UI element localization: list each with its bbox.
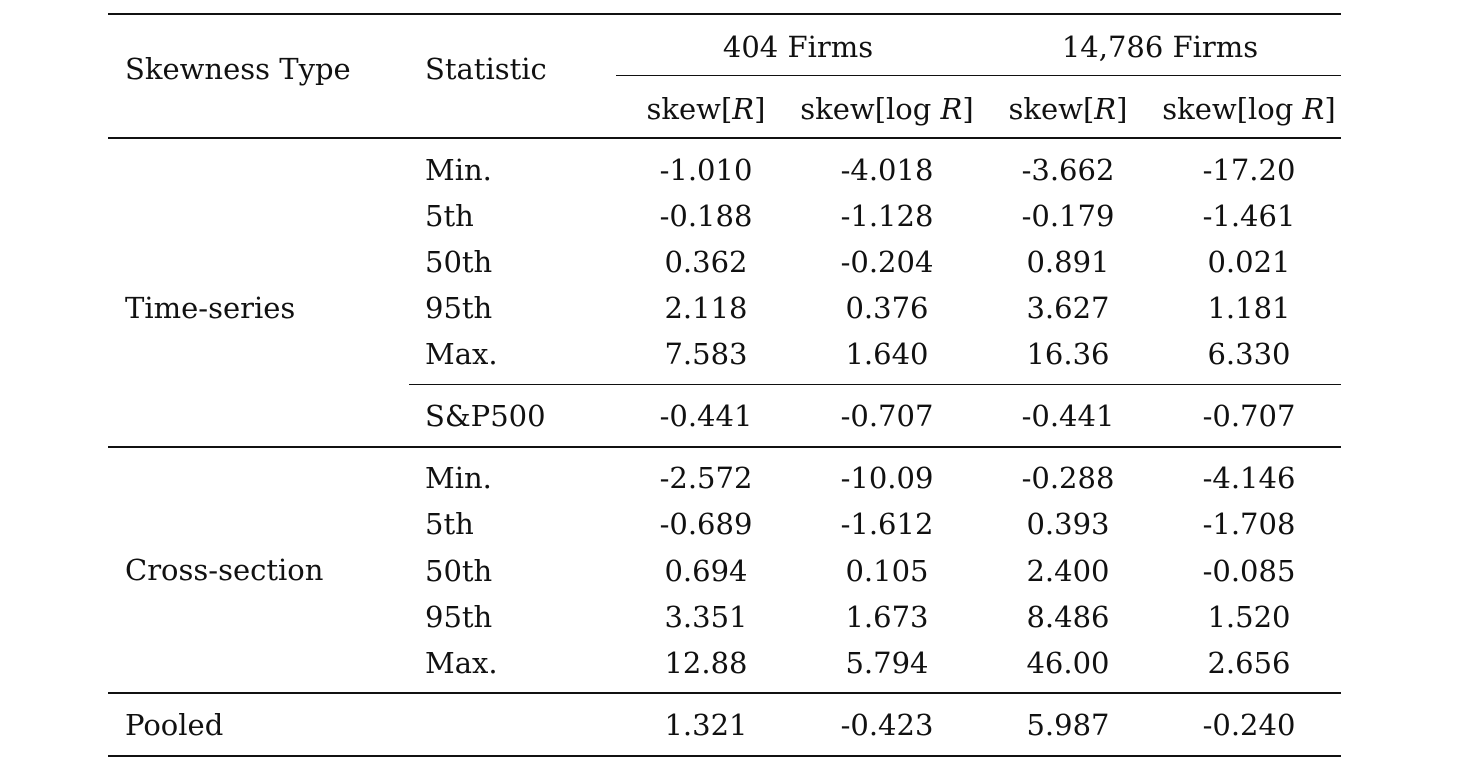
table-cell: 6.330 (1207, 337, 1291, 371)
table-cell: 1.673 (845, 600, 929, 634)
table-cell: 2.656 (1207, 646, 1291, 680)
table-cell: -0.240 (1202, 708, 1296, 742)
header-rule (108, 137, 1341, 139)
table-cell: -2.572 (659, 461, 753, 495)
table-cell: -10.09 (840, 461, 934, 495)
table-cell: 7.583 (664, 337, 748, 371)
table-cell: 3.627 (1026, 291, 1110, 325)
sp500-label: S&P500 (425, 399, 546, 433)
table-cell: -4.018 (840, 153, 934, 187)
stat-label: Max. (425, 337, 498, 371)
table-cell: 5.794 (845, 646, 929, 680)
stat-label: 50th (425, 554, 493, 588)
table-cell: 3.351 (664, 600, 748, 634)
table-cell: -0.179 (1021, 199, 1115, 233)
stat-label: 50th (425, 245, 493, 279)
col-skew-log-r-404: skew[log R] (800, 92, 974, 126)
time-series-rule (108, 446, 1341, 448)
skewness-table: Skewness Type Statistic 404 Firms 14,786… (108, 0, 1341, 765)
stat-label: Min. (425, 461, 492, 495)
table-cell: -1.612 (840, 507, 934, 541)
table-cell: -1.128 (840, 199, 934, 233)
table-cell: -0.689 (659, 507, 753, 541)
table-cell: 2.118 (664, 291, 748, 325)
table-cell: -3.662 (1021, 153, 1115, 187)
stat-label: Max. (425, 646, 498, 680)
table-cell: -0.707 (1202, 399, 1296, 433)
header-group-14786: 14,786 Firms (1061, 30, 1259, 64)
sp500-rule (409, 384, 1341, 385)
table-cell: 0.362 (664, 245, 748, 279)
table-cell: 0.694 (664, 554, 748, 588)
table-cell: -1.461 (1202, 199, 1296, 233)
table-cell: -0.441 (1021, 399, 1115, 433)
table-cell: -0.707 (840, 399, 934, 433)
stat-label: 5th (425, 507, 474, 541)
table-cell: -0.188 (659, 199, 753, 233)
table-cell: -0.441 (659, 399, 753, 433)
top-rule (108, 13, 1341, 15)
table-cell: 0.393 (1026, 507, 1110, 541)
table-cell: 16.36 (1026, 337, 1110, 371)
table-cell: -0.423 (840, 708, 934, 742)
table-cell: -17.20 (1202, 153, 1296, 187)
table-cell: 1.640 (845, 337, 929, 371)
table-cell: 0.105 (845, 554, 929, 588)
table-cell: -1.708 (1202, 507, 1296, 541)
col-skew-r-404: skew[R] (646, 92, 766, 126)
table-cell: -4.146 (1202, 461, 1296, 495)
table-cell: 1.321 (664, 708, 748, 742)
header-skewness-type: Skewness Type (125, 52, 351, 86)
table-cell: 46.00 (1026, 646, 1110, 680)
table-cell: 1.520 (1207, 600, 1291, 634)
col-skew-log-r-14786: skew[log R] (1162, 92, 1336, 126)
stat-label: 95th (425, 291, 493, 325)
table-cell: 12.88 (664, 646, 748, 680)
table-cell: 0.376 (845, 291, 929, 325)
table-cell: 2.400 (1026, 554, 1110, 588)
pooled-label: Pooled (125, 708, 224, 742)
table-cell: 8.486 (1026, 600, 1110, 634)
header-statistic: Statistic (425, 52, 547, 86)
table-cell: -0.288 (1021, 461, 1115, 495)
cross-section-label: Cross-section (125, 553, 324, 587)
group-rule (616, 75, 1341, 76)
table-cell: -1.010 (659, 153, 753, 187)
header-group-404: 404 Firms (722, 30, 874, 64)
time-series-label: Time-series (125, 291, 296, 325)
table-cell: 1.181 (1207, 291, 1291, 325)
stat-label: Min. (425, 153, 492, 187)
table-cell: -0.085 (1202, 554, 1296, 588)
table-cell: 0.021 (1207, 245, 1291, 279)
bottom-rule (108, 755, 1341, 757)
table-cell: 5.987 (1026, 708, 1110, 742)
table-cell: -0.204 (840, 245, 934, 279)
col-skew-r-14786: skew[R] (1008, 92, 1128, 126)
table-cell: 0.891 (1026, 245, 1110, 279)
stat-label: 95th (425, 600, 493, 634)
cross-section-rule (108, 692, 1341, 694)
stat-label: 5th (425, 199, 474, 233)
